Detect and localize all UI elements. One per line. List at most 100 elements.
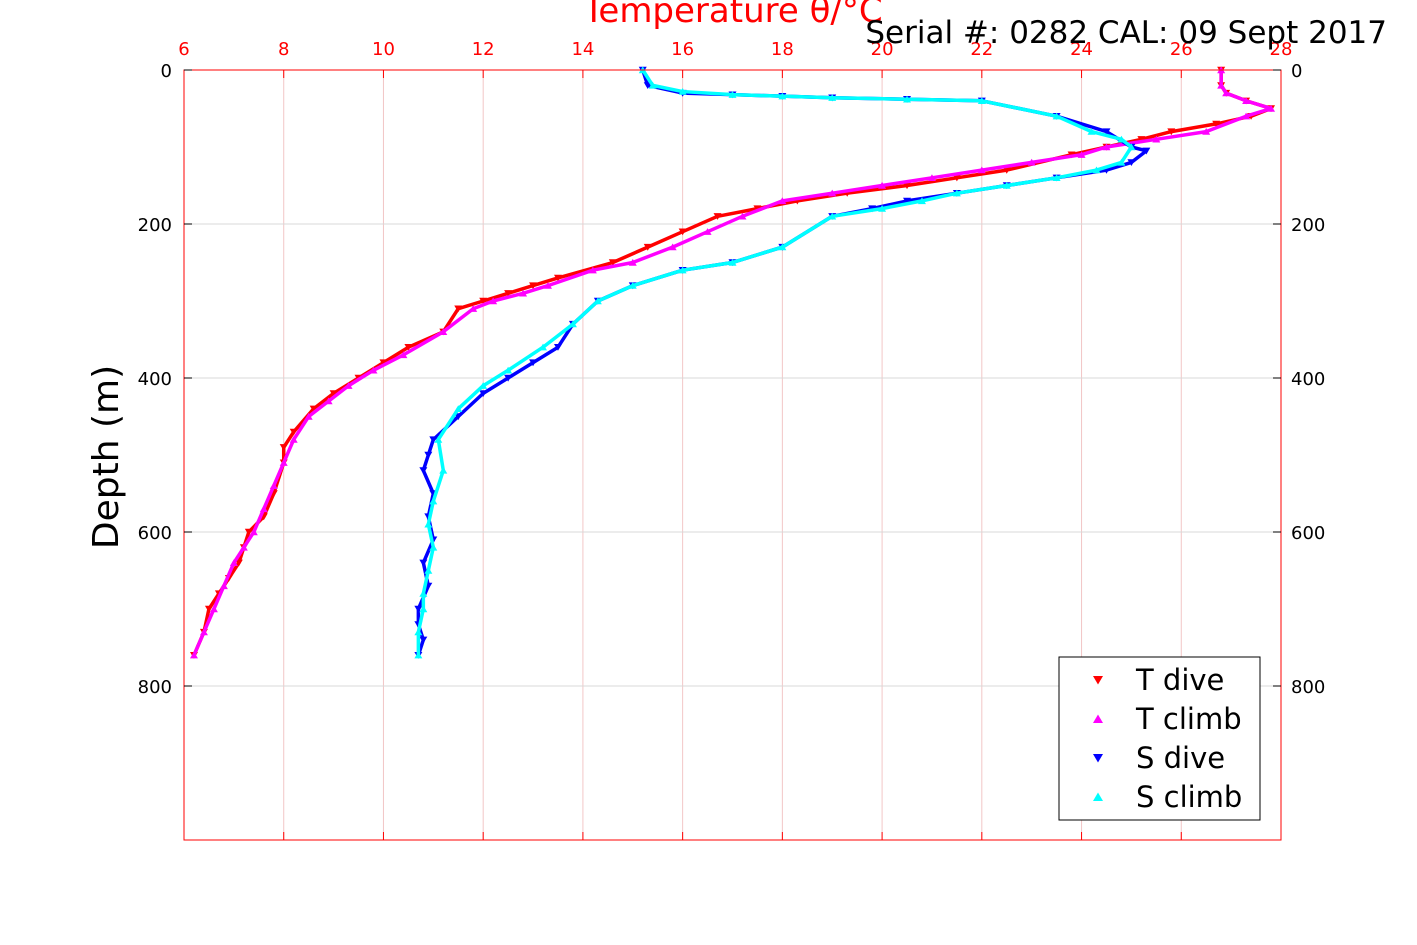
x-tick-label: 14 bbox=[571, 39, 594, 60]
y-tick-label-left: 800 bbox=[138, 677, 172, 698]
data-point bbox=[828, 212, 837, 220]
data-point bbox=[568, 320, 577, 328]
data-point bbox=[608, 259, 617, 267]
x-tick-label: 26 bbox=[1170, 39, 1193, 60]
data-point bbox=[404, 344, 413, 351]
data-point bbox=[244, 528, 253, 536]
series-trace bbox=[192, 68, 1273, 657]
legend-marker bbox=[1093, 754, 1103, 763]
data-point bbox=[529, 359, 538, 367]
y-tick-label-left: 600 bbox=[138, 523, 172, 544]
data-point bbox=[414, 651, 423, 659]
data-point bbox=[504, 366, 513, 374]
data-point bbox=[324, 397, 333, 405]
data-point bbox=[1052, 112, 1061, 120]
y-tick-label-right: 0 bbox=[1291, 61, 1302, 82]
data-point bbox=[1002, 181, 1011, 189]
data-point bbox=[593, 297, 602, 305]
data-point bbox=[1217, 81, 1226, 89]
data-point bbox=[504, 374, 513, 382]
x-axis-title: Temperature θ/°C bbox=[582, 0, 882, 31]
data-point bbox=[628, 282, 637, 289]
x-tick-label: 8 bbox=[278, 39, 289, 60]
legend-box bbox=[1058, 656, 1261, 821]
y-tick-label-right: 400 bbox=[1291, 369, 1325, 390]
y-tick-label-right: 800 bbox=[1291, 677, 1325, 698]
data-point bbox=[553, 274, 562, 282]
y-tick-label-right: 600 bbox=[1291, 523, 1325, 544]
data-point bbox=[1167, 128, 1176, 136]
data-point bbox=[489, 297, 498, 305]
data-point bbox=[1092, 166, 1101, 174]
data-point bbox=[1142, 147, 1151, 155]
data-point bbox=[239, 543, 248, 551]
data-point bbox=[479, 382, 488, 389]
data-point bbox=[678, 87, 687, 95]
data-point bbox=[828, 189, 837, 197]
data-point bbox=[1127, 159, 1136, 166]
data-point bbox=[399, 351, 408, 359]
data-point bbox=[419, 605, 428, 613]
data-point bbox=[1002, 166, 1011, 174]
data-point bbox=[588, 266, 597, 274]
legend-label: S climb bbox=[1136, 780, 1242, 814]
data-point bbox=[778, 197, 787, 205]
data-point bbox=[229, 559, 238, 566]
data-point bbox=[249, 528, 258, 536]
data-point bbox=[903, 197, 912, 205]
data-point bbox=[429, 543, 438, 551]
legend-label: T climb bbox=[1135, 702, 1242, 736]
series-s-climb bbox=[414, 66, 1136, 659]
data-point bbox=[738, 212, 747, 220]
data-point bbox=[678, 266, 687, 274]
data-point bbox=[189, 651, 198, 659]
data-point bbox=[1242, 112, 1251, 120]
data-point bbox=[304, 412, 313, 420]
data-point bbox=[199, 628, 208, 636]
data-point bbox=[678, 228, 687, 236]
data-point bbox=[648, 81, 657, 89]
legend-label: T dive bbox=[1135, 663, 1224, 697]
data-point bbox=[728, 258, 737, 266]
data-point bbox=[713, 213, 722, 220]
data-point bbox=[379, 359, 388, 367]
y-axis-title: Depth (m) bbox=[86, 365, 127, 549]
data-point bbox=[439, 328, 448, 335]
data-point bbox=[828, 94, 837, 101]
data-point bbox=[1102, 128, 1111, 136]
data-point bbox=[479, 390, 488, 397]
data-point bbox=[703, 228, 712, 235]
data-point bbox=[424, 520, 433, 528]
data-point bbox=[544, 282, 553, 289]
data-point bbox=[414, 628, 423, 636]
x-tick-label: 6 bbox=[178, 39, 189, 60]
legend-label: S dive bbox=[1136, 741, 1225, 775]
data-point bbox=[329, 390, 338, 397]
data-point bbox=[952, 189, 961, 197]
y-tick-label-left: 200 bbox=[138, 215, 172, 236]
data-point bbox=[1202, 128, 1211, 135]
data-point bbox=[878, 205, 887, 212]
data-point bbox=[279, 444, 288, 451]
data-point bbox=[1212, 120, 1221, 128]
data-point bbox=[1087, 128, 1096, 135]
data-point bbox=[1027, 158, 1036, 166]
data-point bbox=[439, 466, 448, 474]
data-point bbox=[553, 344, 562, 351]
series-t-climb bbox=[189, 66, 1276, 659]
data-point bbox=[952, 174, 961, 182]
x-tick-label: 24 bbox=[1070, 39, 1093, 60]
data-point bbox=[469, 305, 478, 312]
serial-annotation: Serial #: 0282 CAL: 09 Sept 2017 bbox=[865, 15, 1387, 51]
data-point bbox=[728, 91, 737, 98]
data-point bbox=[434, 436, 443, 443]
data-point bbox=[479, 297, 488, 305]
data-point bbox=[309, 405, 318, 413]
data-point bbox=[414, 605, 423, 613]
data-point bbox=[429, 497, 438, 505]
data-point bbox=[419, 590, 428, 597]
data-point bbox=[259, 505, 268, 513]
data-point bbox=[289, 436, 298, 443]
data-point bbox=[1242, 97, 1251, 104]
